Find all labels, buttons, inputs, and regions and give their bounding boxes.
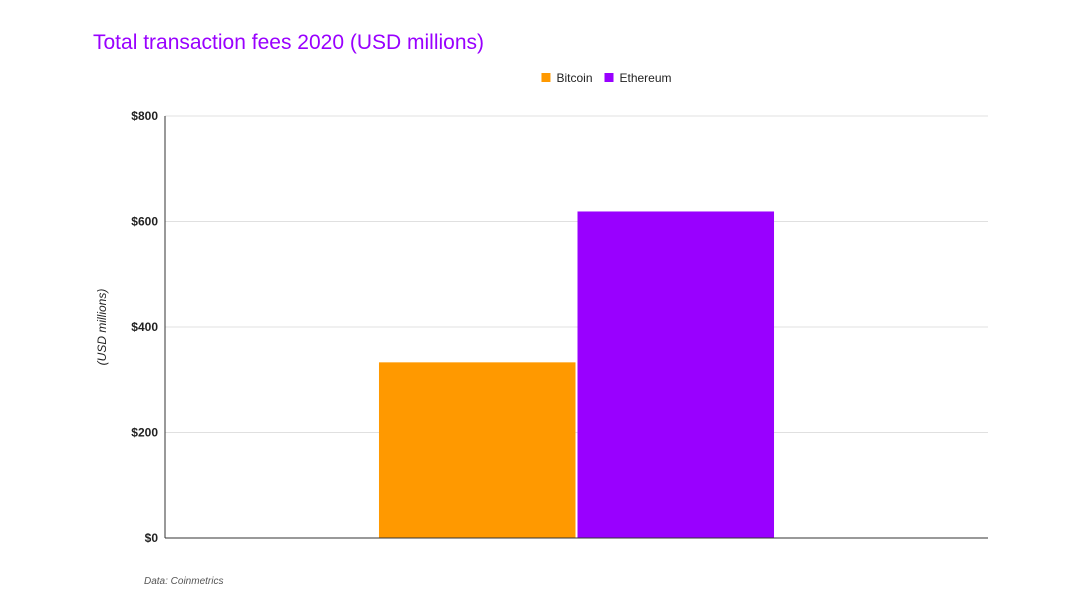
legend-item-bitcoin: Bitcoin (541, 71, 593, 85)
y-tick-label: $800 (131, 109, 158, 123)
y-tick-label: $0 (145, 531, 159, 545)
bar-ethereum (577, 211, 775, 539)
chart-title: Total transaction fees 2020 (USD million… (93, 31, 484, 54)
legend-swatch (604, 73, 614, 82)
bar-bitcoin (378, 362, 576, 538)
y-tick-label: $200 (131, 426, 158, 440)
y-axis-ticks: $0 $200 $400 $600 $800 (131, 109, 158, 545)
y-tick-label: $600 (131, 215, 158, 229)
bars (378, 211, 775, 539)
legend-label: Ethereum (620, 71, 672, 85)
gridlines (165, 115, 988, 433)
y-axis-title: (USD millions) (95, 289, 109, 366)
source-note: Data: Coinmetrics (144, 576, 223, 587)
legend-label: Bitcoin (556, 71, 592, 85)
y-tick-label: $400 (131, 320, 158, 334)
legend-swatch (541, 73, 551, 82)
legend: Bitcoin Ethereum (541, 71, 672, 85)
legend-item-ethereum: Ethereum (604, 71, 672, 85)
